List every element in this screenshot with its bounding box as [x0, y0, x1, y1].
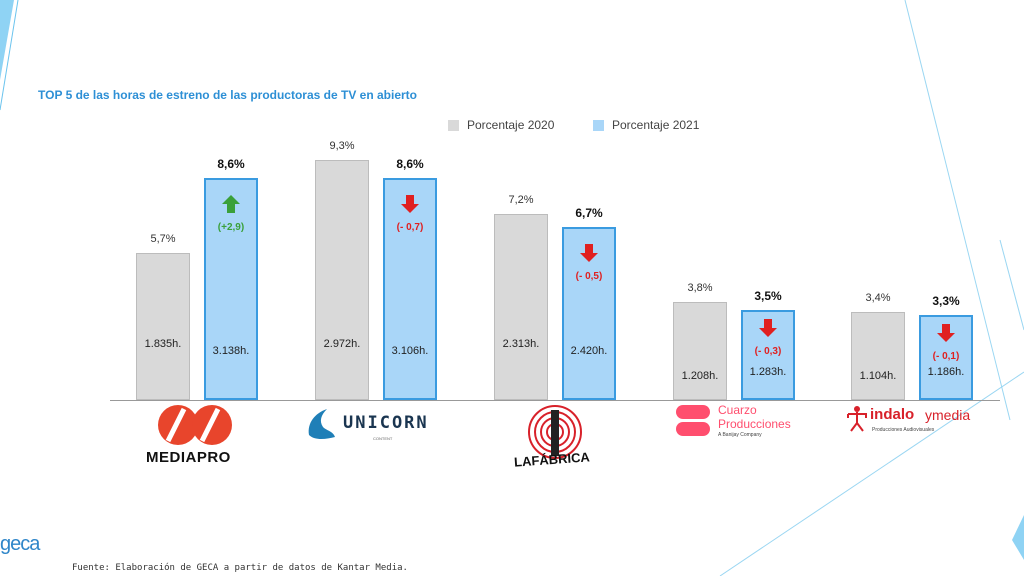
change-label: (- 0,5) [575, 271, 603, 283]
cuarzo-logo: Cuarzo Producciones A Banijay Company [674, 403, 824, 445]
unicorn-logo: UNICORN CONTENT [305, 405, 445, 445]
bar-2021 [204, 178, 258, 400]
pct-label-2020: 7,2% [508, 194, 534, 207]
arrow-down-icon [580, 244, 598, 263]
arrow-down-icon [401, 195, 419, 214]
mediapro-logo-mark [158, 405, 232, 445]
pct-label-2020: 9,3% [329, 140, 355, 153]
pct-label-2021: 8,6% [396, 157, 424, 172]
hours-label-2021: 3.106h. [391, 345, 429, 357]
pct-label-2021: 8,6% [217, 157, 245, 172]
indalo-icon [847, 406, 867, 432]
hours-label-2020: 2.972h. [323, 338, 361, 350]
unicorn-icon [308, 409, 335, 439]
hours-label-2020: 1.104h. [859, 370, 897, 382]
legend-label-2020: Porcentaje 2020 [467, 118, 555, 132]
bar-2021 [383, 178, 437, 400]
arrow-up-icon [222, 195, 240, 214]
pct-label-2021: 6,7% [575, 206, 603, 221]
pct-label-2020: 3,4% [865, 292, 891, 305]
indalo-logo-subtext: Producciones Audiovisuales [872, 427, 935, 433]
x-axis-line [110, 400, 1000, 401]
lafabrica-logo-mark [528, 405, 582, 459]
hours-label-2020: 1.835h. [144, 338, 182, 350]
cuarzo-icon [676, 405, 710, 436]
bar-2020 [494, 214, 548, 400]
bar-2020 [851, 312, 905, 400]
pct-label-2020: 5,7% [150, 232, 176, 245]
bar-2020 [136, 252, 190, 400]
pct-label-2021: 3,5% [754, 288, 782, 303]
cuarzo-logo-text-1: Cuarzo [718, 403, 757, 417]
hours-label-2020: 1.208h. [681, 370, 719, 382]
pct-label-2020: 3,8% [687, 281, 713, 294]
unicorn-logo-subtext: CONTENT [373, 436, 393, 441]
change-label: (+2,9) [217, 222, 245, 234]
hours-label-2020: 2.313h. [502, 338, 540, 350]
mediapro-logo: MEDIAPRO [146, 403, 260, 473]
chart-title: TOP 5 de las horas de estreno de las pro… [38, 88, 418, 102]
change-label: (- 0,3) [754, 345, 782, 357]
cuarzo-logo-text-3: A Banijay Company [718, 432, 762, 438]
geca-logo: geca [0, 533, 40, 555]
legend-label-2021: Porcentaje 2021 [612, 118, 700, 132]
source-footnote: Fuente: Elaboración de GECA a partir de … [72, 563, 408, 573]
legend-swatch-2021 [593, 119, 604, 131]
arrow-down-icon [759, 318, 777, 337]
pct-label-2021: 3,3% [932, 293, 960, 308]
indalo-logo: indalo ymedia Producciones Audiovisuales [846, 405, 996, 441]
hours-label-2021: 1.283h. [749, 366, 787, 378]
cuarzo-logo-text-2: Producciones [718, 417, 791, 431]
hours-label-2021: 1.186h. [927, 366, 965, 378]
indalo-logo-text: indalo [870, 406, 915, 423]
legend-item-2021: Porcentaje 2021 [593, 118, 699, 132]
hours-label-2021: 3.138h. [212, 345, 250, 357]
legend-item-2020: Porcentaje 2020 [448, 118, 554, 132]
lafabrica-logo: LAFÁBRICA [510, 402, 600, 482]
bar-2020 [315, 160, 369, 400]
change-label: (- 0,1) [932, 350, 960, 362]
arrow-down-icon [937, 323, 955, 342]
bar-2020 [673, 301, 727, 400]
indalo-logo-text-2: ymedia [925, 407, 971, 423]
change-label: (- 0,7) [396, 222, 424, 234]
legend-swatch-2020 [448, 119, 459, 131]
hours-label-2021: 2.420h. [570, 345, 608, 357]
unicorn-logo-text: UNICORN [343, 413, 429, 433]
mediapro-logo-text: MEDIAPRO [146, 449, 231, 466]
